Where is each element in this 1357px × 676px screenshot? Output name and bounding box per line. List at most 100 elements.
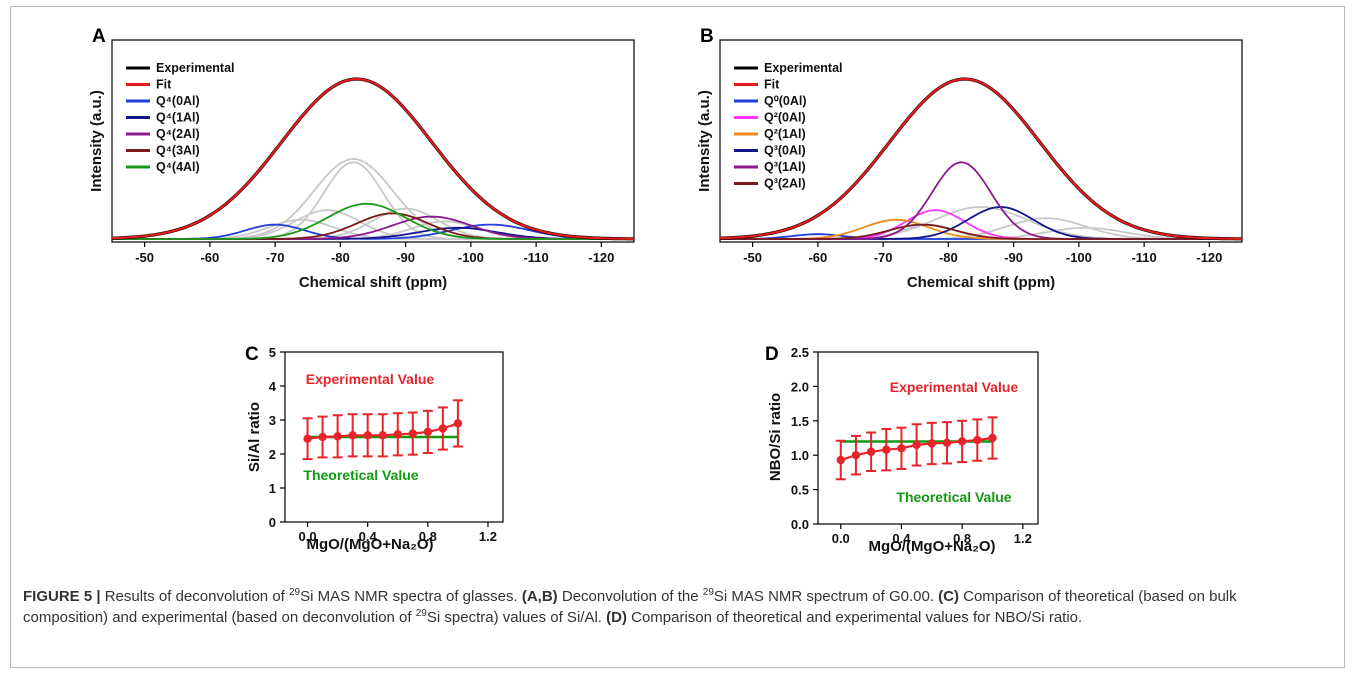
panel-c-xlabel: MgO/(MgO+Na₂O) [306, 536, 433, 553]
x-tick-label: 0.8 [953, 531, 971, 546]
panel-c-experimental-label: Experimental Value [306, 371, 435, 387]
data-point [882, 445, 891, 454]
panel-a-axes [111, 39, 635, 243]
figure-canvas: A Intensity (a.u.) Chemical shift (ppm) … [88, 26, 1243, 555]
panel-c-axes [284, 351, 504, 523]
panel-d-xlabel: MgO/(MgO+Na₂O) [868, 538, 995, 555]
caption-text: Deconvolution of the [557, 588, 703, 605]
x-tick-label: -100 [1066, 250, 1092, 265]
legend-label: Q⁴(0Al) [156, 94, 200, 108]
data-point [333, 432, 342, 441]
caption-text: Comparison of theoretical and experiment… [626, 609, 1083, 626]
figure-frame [10, 6, 1345, 668]
caption-superscript: 29 [289, 587, 301, 598]
caption-superscript: 29 [702, 587, 714, 598]
x-tick-label: -60 [200, 250, 219, 265]
panel-b-axes [719, 39, 1243, 243]
y-tick-label: 0.0 [791, 517, 809, 532]
panel-c-ylabel: Si/Al ratio [246, 402, 263, 472]
caption-figure-label: FIGURE 5 | [23, 588, 101, 605]
y-tick-label: 2 [269, 447, 276, 462]
data-point [363, 431, 372, 440]
x-tick-label: 1.2 [1014, 531, 1032, 546]
legend-label: Q²(1Al) [764, 127, 806, 141]
legend-label: Q⁴(2Al) [156, 127, 200, 141]
data-point [378, 431, 387, 440]
x-tick-label: 0.4 [892, 531, 911, 546]
x-tick-label: -80 [331, 250, 350, 265]
data-point [348, 431, 357, 440]
caption-text: Si spectra) values of Si/Al. [426, 609, 607, 626]
panel-d: D NBO/Si ratio MgO/(MgO+Na₂O) 0.0 0.5 1.0 1… [765, 344, 1039, 555]
x-tick-label: -70 [266, 250, 285, 265]
x-tick-label: 0.8 [419, 529, 437, 544]
x-tick-label: -120 [588, 250, 614, 265]
legend-label: Fit [764, 78, 780, 92]
panel-d-data [835, 416, 998, 481]
panel-c: C Si/Al ratio MgO/(MgO+Na₂O) 0 1 2 3 4 5 0.0 0.… [245, 344, 504, 553]
panel-a-label: A [92, 26, 106, 47]
data-point [393, 430, 402, 439]
legend-label: Q⁴(1Al) [156, 111, 200, 125]
legend-label: Q²(0Al) [764, 111, 806, 125]
x-tick-label: 0.0 [299, 529, 317, 544]
a-curve-q4al [112, 202, 634, 240]
y-tick-label: 3 [269, 413, 276, 428]
caption-panel-ref: (C) [938, 588, 959, 605]
panel-b-xlabel: Chemical shift (ppm) [907, 274, 1055, 291]
data-point [957, 437, 967, 446]
caption-text: Comparison of theoretical (based on bulk… [23, 588, 1237, 626]
x-tick-label: -110 [523, 250, 548, 265]
panel-b-legend: Experimental Fit Q⁰(0Al) Q²(0Al) Q²(1Al) Q³(0… [734, 61, 843, 191]
panel-c-label: C [245, 344, 259, 365]
legend-label: Q⁴(4Al) [156, 160, 200, 174]
x-tick-label: 0.0 [832, 531, 850, 546]
y-tick-label: 5 [269, 345, 276, 360]
y-tick-label: 1.5 [791, 414, 809, 429]
caption-text: Si MAS NMR spectra of glasses. [300, 588, 522, 605]
data-point [438, 424, 448, 433]
y-tick-label: 0 [269, 515, 276, 530]
legend-label: Experimental [764, 61, 843, 75]
caption-text: Si MAS NMR spectrum of G0.00. [713, 588, 939, 605]
y-tick-label: 2.0 [791, 379, 809, 394]
data-point [927, 439, 936, 448]
panel-c-theoretical-label: Theoretical Value [303, 467, 418, 483]
data-point [866, 447, 876, 456]
panel-a: A Intensity (a.u.) Chemical shift (ppm) … [88, 26, 635, 291]
panel-c-ticks: 0 1 2 3 4 5 0.0 0.4 0.8 1.2 [269, 345, 497, 544]
b-curve-fit [719, 77, 1242, 240]
data-point [973, 435, 982, 445]
panel-a-xticks: -50 -60 -70 -80 -90 -100 -110 -120 [135, 242, 614, 265]
x-tick-label: 0.4 [359, 529, 378, 544]
data-point [897, 444, 906, 453]
panel-d-label: D [765, 344, 779, 365]
data-point [408, 429, 417, 438]
panel-d-experimental-label: Experimental Value [890, 379, 1019, 395]
legend-label: Experimental [156, 61, 235, 75]
x-tick-label: -80 [939, 250, 958, 265]
legend-label: Q³(2Al) [764, 177, 806, 191]
y-tick-label: 2.5 [791, 345, 809, 360]
data-point [318, 432, 327, 442]
panel-b-ylabel: Intensity (a.u.) [696, 90, 713, 192]
y-tick-label: 4 [269, 379, 277, 394]
legend-label: Q³(0Al) [764, 144, 806, 158]
a-curve-fit [111, 77, 634, 240]
y-tick-label: 1.0 [791, 448, 809, 463]
figure-caption: FIGURE 5 | Results of deconvolution of 2… [23, 586, 1323, 628]
caption-superscript: 29 [415, 608, 427, 619]
panel-a-curves [111, 77, 634, 241]
x-tick-label: -90 [396, 250, 415, 265]
panel-d-theoretical-label: Theoretical Value [896, 489, 1011, 505]
caption-panel-ref: (D) [606, 609, 627, 626]
caption-text: Results of deconvolution of [100, 588, 289, 605]
data-point [453, 419, 463, 428]
x-tick-label: -110 [1131, 250, 1156, 265]
x-tick-label: -50 [743, 250, 762, 265]
panel-d-ylabel: NBO/Si ratio [767, 393, 784, 481]
x-tick-label: -90 [1004, 250, 1023, 265]
panel-d-ticks: 0.0 0.5 1.0 1.5 2.0 2.5 0.0 0.4 0.8 1.2 [791, 345, 1032, 546]
x-tick-label: -70 [874, 250, 893, 265]
x-tick-label: -100 [458, 250, 484, 265]
